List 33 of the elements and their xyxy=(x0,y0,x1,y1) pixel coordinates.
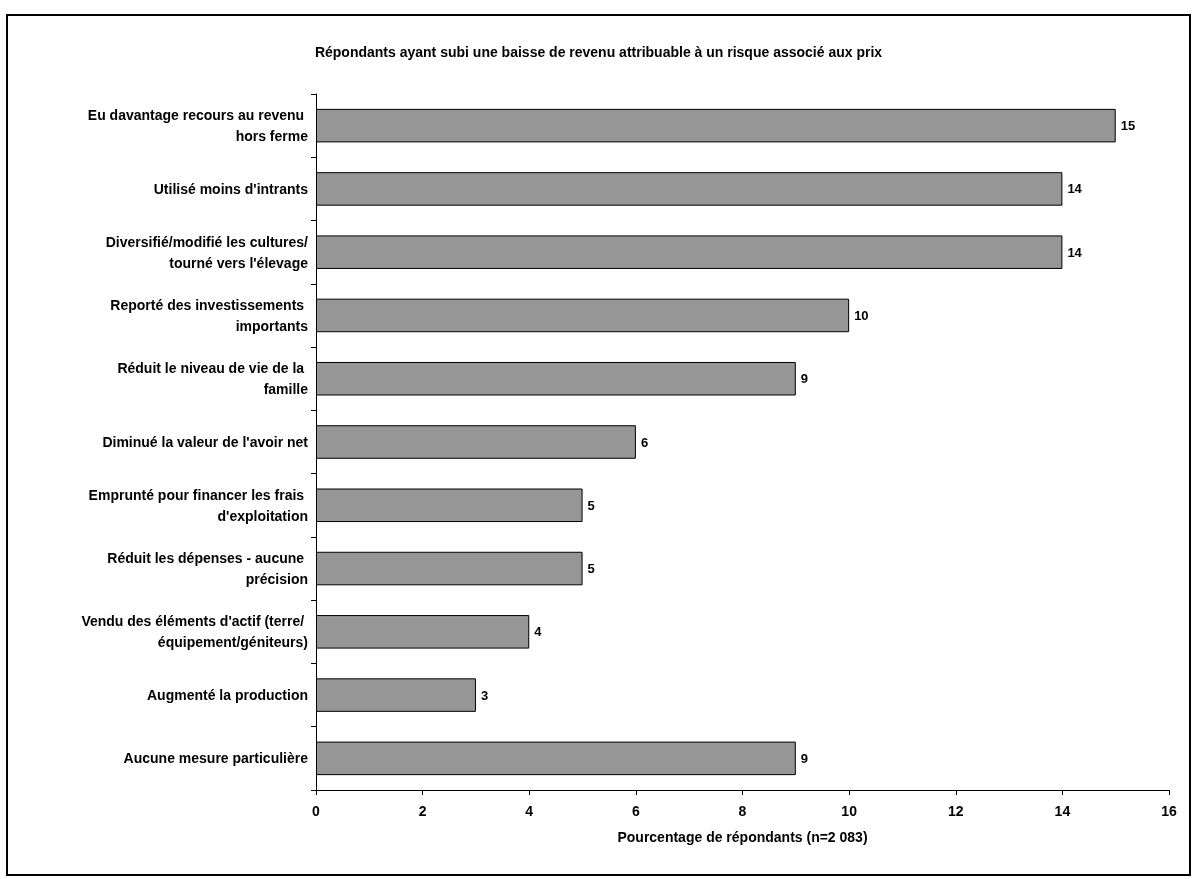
data-label: 9 xyxy=(800,750,809,766)
y-tick-label: Diversifié/modifié les cultures/tourné vers l'élevage xyxy=(105,233,309,271)
data-label: 15 xyxy=(1120,118,1136,134)
x-tick-label: 6 xyxy=(631,803,640,819)
data-label: 3 xyxy=(480,687,489,703)
data-label: 4 xyxy=(534,624,543,640)
y-tick-label: Diminué la valeur de l'avoir net xyxy=(102,434,309,450)
y-tick-label: Vendu des éléments d'actif (terre/ équipement/géniteurs) xyxy=(81,613,308,651)
data-label: 14 xyxy=(1067,181,1083,197)
y-tick-label: Réduit les dépenses - aucune précision xyxy=(107,550,308,588)
chart-title: Répondants ayant subi une baisse de revenu attribuable à un risque associé aux prix xyxy=(314,44,883,60)
y-tick-label: Reporté des investissements importants xyxy=(110,296,309,334)
data-label: 14 xyxy=(1067,244,1083,260)
y-tick-label: Eu davantage recours au revenu hors ferme xyxy=(87,107,309,145)
data-label: 5 xyxy=(587,497,595,513)
x-tick-label: 12 xyxy=(947,803,964,819)
data-label: 9 xyxy=(800,371,809,387)
x-axis-title: Pourcentage de répondants (n=2 083) xyxy=(617,829,868,845)
x-tick-label: 16 xyxy=(1161,803,1177,819)
x-tick-label: 14 xyxy=(1054,803,1071,819)
y-tick-label: Utilisé moins d'intrants xyxy=(153,180,309,197)
y-tick-label: Réduit le niveau de vie de la famille xyxy=(117,360,309,398)
y-tick-label: Augmenté la production xyxy=(147,687,308,704)
x-tick-label: 2 xyxy=(418,803,427,819)
y-tick-label: Emprunté pour financer les frais d'exploitation xyxy=(88,486,308,524)
x-tick-label: 8 xyxy=(738,803,747,819)
x-tick-label: 10 xyxy=(841,803,858,819)
x-tick-label: 0 xyxy=(312,803,321,819)
data-label: 5 xyxy=(587,561,595,577)
x-tick-label: 4 xyxy=(525,803,534,819)
y-tick-label: Aucune mesure particulière xyxy=(123,750,309,767)
data-label: 6 xyxy=(640,434,649,450)
data-label: 10 xyxy=(854,307,869,323)
